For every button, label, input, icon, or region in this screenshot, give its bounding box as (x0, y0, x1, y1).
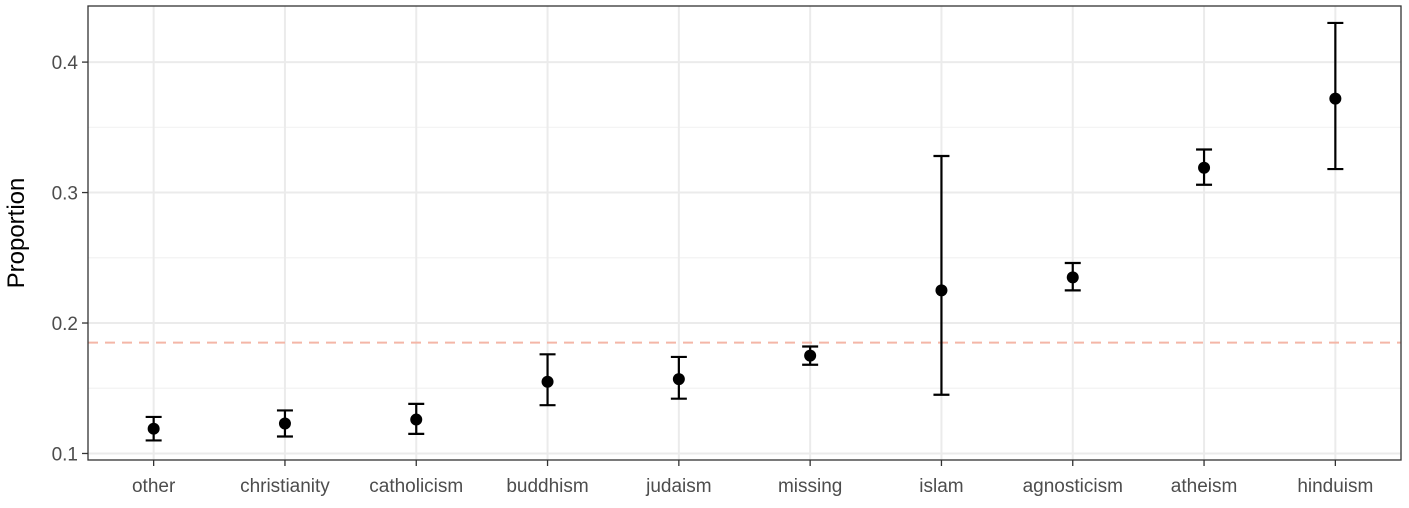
data-point (278, 417, 291, 430)
x-tick-label: agnosticism (1023, 476, 1123, 497)
x-tick-label: other (132, 476, 176, 497)
x-tick-label: missing (778, 476, 842, 497)
data-point (147, 422, 160, 435)
panel-border (87, 5, 1402, 461)
data-point (804, 349, 817, 362)
y-tick-label: 0.3 (52, 184, 78, 205)
x-tick-label: buddhism (506, 476, 588, 497)
x-tick-label: judaism (645, 476, 711, 497)
x-axis: other christianity catholicism buddhism juda… (132, 460, 1373, 497)
x-tick-label: hinduism (1297, 476, 1373, 497)
x-tick-label: catholicism (369, 476, 463, 497)
grid-minor (88, 126, 1401, 389)
data-point (672, 373, 685, 386)
x-tick-label: islam (919, 476, 963, 497)
data-points (147, 92, 1342, 435)
y-axis: 0.1 0.2 0.3 0.4 (52, 53, 88, 465)
data-point (1066, 271, 1079, 284)
data-point (410, 413, 423, 426)
y-tick-label: 0.4 (52, 53, 79, 74)
y-axis-title: Proportion (3, 178, 30, 289)
data-point (1198, 161, 1211, 174)
data-point (1329, 92, 1342, 105)
x-tick-label: christianity (240, 476, 330, 497)
data-point (935, 284, 948, 297)
data-point (541, 375, 554, 388)
y-tick-label: 0.1 (52, 444, 78, 465)
x-tick-label: atheism (1171, 476, 1238, 497)
y-tick-label: 0.2 (52, 314, 78, 335)
